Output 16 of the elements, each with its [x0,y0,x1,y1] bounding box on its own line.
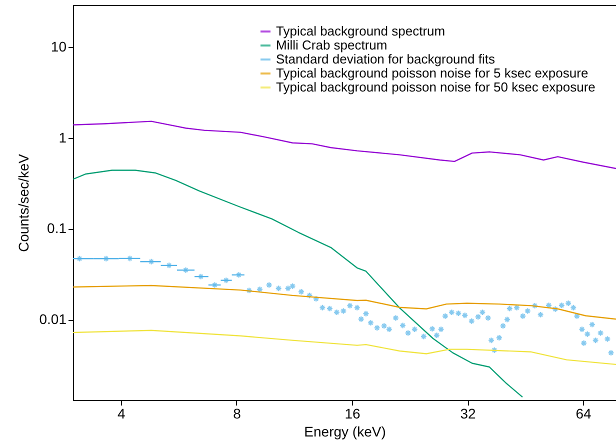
y-axis-title: Counts/sec/keV [15,153,32,252]
legend-label: Typical background poisson noise for 50 ksec exposure [276,80,596,94]
legend-label: Milli Crab spectrum [276,38,388,52]
legend-label: Typical background spectrum [276,24,446,38]
y-tick-label: 0.1 [47,220,67,236]
legend-label: Typical background poisson noise for 5 ksec exposure [276,66,588,80]
x-axis-title: Energy (keV) [304,424,386,440]
x-tick-label: 16 [344,406,360,422]
x-tick-label: 32 [460,406,476,422]
legend-label: Standard deviation for background fits [276,52,496,66]
y-tick-label: 10 [50,38,67,55]
x-tick-label: 64 [576,406,592,422]
y-tick-label: 1 [58,129,67,146]
y-tick-label: 0.01 [39,311,67,328]
x-tick-label: 4 [118,406,126,422]
x-tick-label: 8 [233,406,242,422]
